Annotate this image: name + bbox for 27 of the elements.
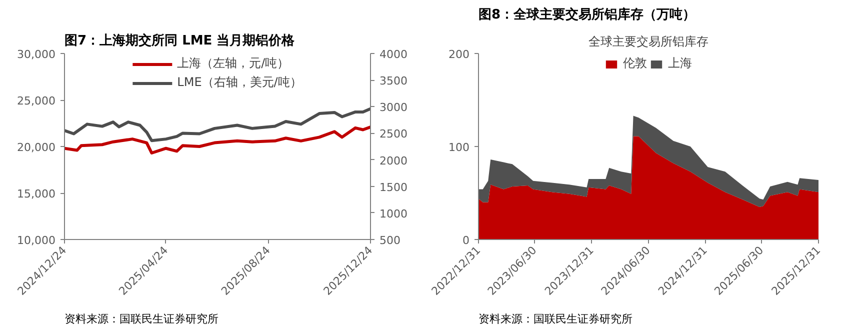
legend-label: 上海（左轴，元/吨） <box>177 55 290 72</box>
y2-tick-label: 2000 <box>380 154 408 168</box>
y-tick-label: 0 <box>462 234 470 247</box>
chart-title: 图8：全球主要交易所铝库存（万吨） <box>478 6 696 22</box>
chart-subtitle: 全球主要交易所铝库存 <box>588 34 708 48</box>
line-series <box>64 107 370 142</box>
y2-tick-label: 2500 <box>380 128 408 141</box>
y2-tick-label: 500 <box>380 234 400 247</box>
y2-tick-label: 3000 <box>380 101 408 114</box>
text: 资料来源：国联民生证券研究所 <box>478 312 632 326</box>
y-tick-label: 30,000 <box>17 48 56 61</box>
y-tick-label: 200 <box>448 48 470 61</box>
y-tick-label: 20,000 <box>17 141 56 154</box>
line-series <box>64 125 370 155</box>
legend-label: 伦敦 <box>623 55 647 72</box>
legend-label: 上海 <box>668 55 692 72</box>
y2-tick-label: 3500 <box>380 74 408 88</box>
chart-title: 图7：上海期交所同 LME 当月期铝价格 <box>64 32 296 48</box>
y-tick-label: 25,000 <box>17 94 56 108</box>
y-tick-label: 10,000 <box>17 234 56 247</box>
y2-tick-label: 4000 <box>380 48 408 61</box>
y2-tick-label: 1000 <box>380 207 408 220</box>
y-tick-label: 100 <box>448 141 470 154</box>
y-tick-label: 15,000 <box>17 188 56 200</box>
legend-label: LME（右轴，美元/吨） <box>177 74 302 91</box>
text: 资料来源：国联民生证券研究所 <box>64 312 218 326</box>
y2-tick-label: 1500 <box>380 180 408 194</box>
